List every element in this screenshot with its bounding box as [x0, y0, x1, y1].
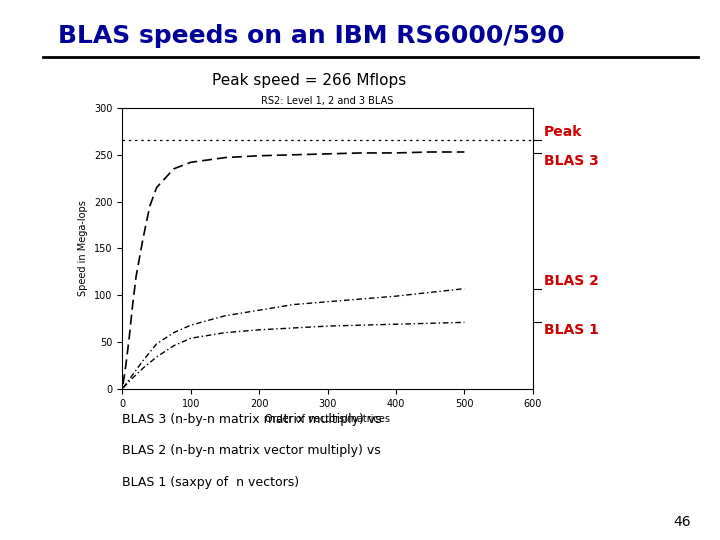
- Text: BLAS 1 (saxpy of  n vectors): BLAS 1 (saxpy of n vectors): [122, 476, 300, 489]
- Text: BLAS 3: BLAS 3: [544, 154, 598, 168]
- Text: Peak: Peak: [544, 125, 582, 139]
- X-axis label: Order of vectors/matrices: Order of vectors/matrices: [265, 414, 390, 424]
- Y-axis label: Speed in Mega-lops: Speed in Mega-lops: [78, 200, 89, 296]
- Text: Peak speed = 266 Mflops: Peak speed = 266 Mflops: [212, 73, 407, 88]
- Text: BLAS 2: BLAS 2: [544, 274, 598, 287]
- Text: BLAS speeds on an IBM RS6000/590: BLAS speeds on an IBM RS6000/590: [58, 24, 564, 48]
- Text: BLAS 3 (n-by-n matrix matrix multiply) vs: BLAS 3 (n-by-n matrix matrix multiply) v…: [122, 413, 382, 426]
- Text: BLAS 1: BLAS 1: [544, 323, 598, 338]
- Text: 46: 46: [674, 515, 691, 529]
- Title: RS2: Level 1, 2 and 3 BLAS: RS2: Level 1, 2 and 3 BLAS: [261, 96, 394, 106]
- Text: BLAS 2 (n-by-n matrix vector multiply) vs: BLAS 2 (n-by-n matrix vector multiply) v…: [122, 444, 381, 457]
